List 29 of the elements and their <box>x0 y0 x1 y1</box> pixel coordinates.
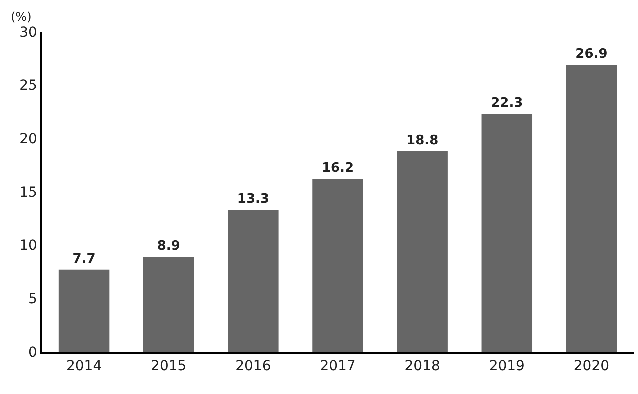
bar <box>228 210 279 352</box>
x-tick-label: 2018 <box>404 358 440 375</box>
data-label: 26.9 <box>576 47 608 62</box>
y-tick-label: 0 <box>28 344 38 361</box>
x-tick-label: 2019 <box>489 358 525 375</box>
x-tick-label: 2017 <box>320 358 356 375</box>
x-tick-label: 2015 <box>151 358 187 375</box>
x-tick-label: 2014 <box>66 358 102 375</box>
y-axis-title: (%) <box>11 10 32 24</box>
data-label: 18.8 <box>406 133 439 148</box>
data-label: 16.2 <box>322 161 354 176</box>
bar <box>482 114 533 352</box>
y-tick-label: 10 <box>20 238 38 254</box>
bar <box>566 65 618 352</box>
bar <box>143 257 194 352</box>
data-label: 13.3 <box>237 192 270 208</box>
x-tick-label: 2016 <box>236 358 272 375</box>
bar <box>397 151 448 352</box>
bar <box>58 270 110 352</box>
data-label: 7.7 <box>72 252 96 267</box>
data-label: 8.9 <box>157 239 180 254</box>
data-label: 22.3 <box>491 96 524 112</box>
x-tick-label: 2020 <box>574 358 610 375</box>
y-tick-label: 20 <box>20 132 38 148</box>
y-tick-label: 30 <box>20 24 38 41</box>
y-tick-label: 5 <box>28 292 38 308</box>
bar <box>312 179 364 352</box>
y-tick-label: 15 <box>20 184 38 201</box>
y-tick-label: 25 <box>20 78 38 94</box>
